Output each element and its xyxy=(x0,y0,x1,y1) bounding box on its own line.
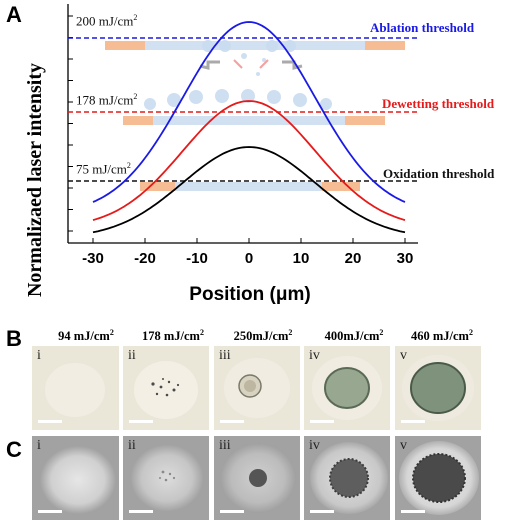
column-label-94: 94 mJ/cm2 xyxy=(58,328,114,344)
sem-image-i: i xyxy=(32,436,119,520)
curve-oxidation xyxy=(92,146,406,234)
schematic-droplet xyxy=(144,98,156,110)
sem-image-iv: iv xyxy=(304,436,390,520)
schematic-droplet xyxy=(267,90,281,104)
fluence-label-dewetting: 178 mJ/cm2 xyxy=(76,92,138,108)
schematic-band-0-1 xyxy=(145,41,365,50)
schematic-droplet xyxy=(189,90,203,104)
scale-bar xyxy=(38,420,62,423)
schematic-band-0-2 xyxy=(365,41,405,50)
fluence-label-oxidation: 75 mJ/cm2 xyxy=(76,161,131,177)
spot-image xyxy=(40,446,116,514)
spot-image xyxy=(45,363,105,417)
optical-image-ii: ii xyxy=(123,346,209,430)
curve-ablation xyxy=(92,21,406,203)
sem-image-ii: ii xyxy=(123,436,209,520)
schematic-droplet xyxy=(219,40,231,52)
fluence-label-ablation: 200 mJ/cm2 xyxy=(76,13,138,29)
column-label-460: 460 mJ/cm2 xyxy=(411,328,473,344)
scale-bar xyxy=(220,420,244,423)
x-tick-label: 10 xyxy=(292,250,310,267)
schematic-band-2-0 xyxy=(140,182,175,191)
image-index: ii xyxy=(128,438,136,453)
x-tick-label: 0 xyxy=(244,250,254,267)
spot-image xyxy=(312,356,382,420)
dewetting-threshold-label: Dewetting threshold xyxy=(382,96,495,111)
panel-letter-a: A xyxy=(6,2,22,27)
sem-image-v: v xyxy=(395,436,481,520)
schematic-droplet xyxy=(256,72,260,76)
image-index: iv xyxy=(309,348,320,363)
optical-image-v: v xyxy=(395,346,481,430)
schematic-droplet xyxy=(202,40,214,52)
column-label-178: 178 mJ/cm2 xyxy=(142,328,204,344)
column-label-400: 400mJ/cm2 xyxy=(324,328,384,344)
schematic-droplet xyxy=(241,89,255,103)
laser-intensity-chart xyxy=(67,4,418,244)
ablation-threshold-label: Ablation threshold xyxy=(370,20,475,35)
schematic-band-1-0 xyxy=(123,116,153,125)
schematic-arrow-red xyxy=(233,59,243,69)
x-tick-label: -20 xyxy=(134,250,156,267)
x-tick-label: -10 xyxy=(186,250,208,267)
scale-bar xyxy=(310,420,334,423)
schematic-droplet xyxy=(320,98,332,110)
optical-image-iv: iv xyxy=(304,346,390,430)
schematic-arrow-right xyxy=(282,60,303,70)
x-tick-label: 20 xyxy=(344,250,362,267)
scale-bar xyxy=(129,420,153,423)
schematic-arrow-red xyxy=(259,59,269,69)
schematic-arrow-left xyxy=(199,60,220,70)
image-index: v xyxy=(400,438,407,453)
spot-image xyxy=(220,443,296,513)
schematic-droplet xyxy=(241,53,247,59)
oxidation-threshold-label: Oxidation threshold xyxy=(383,166,495,181)
image-index: iv xyxy=(309,438,320,453)
schematic-band-0-0 xyxy=(105,41,145,50)
x-axis-label: Position (μm) xyxy=(189,284,311,305)
optical-image-i: i xyxy=(32,346,119,430)
schematic-band-1-2 xyxy=(345,116,385,125)
image-index: iii xyxy=(219,348,231,363)
scale-bar xyxy=(38,510,62,513)
x-tick-label: 30 xyxy=(396,250,414,267)
curve-dewetting xyxy=(92,100,406,221)
schematic-droplet xyxy=(293,93,307,107)
schematic-band-2-1 xyxy=(175,182,322,191)
schematic-droplet xyxy=(167,93,181,107)
image-index: v xyxy=(400,348,407,363)
spot-image xyxy=(399,441,479,515)
spot-image xyxy=(402,355,474,421)
image-index: i xyxy=(37,348,41,363)
spot-image xyxy=(310,442,388,514)
schematic-band-2-2 xyxy=(322,182,360,191)
scale-bar xyxy=(129,510,153,513)
spot-image xyxy=(134,361,198,419)
schematic-droplet xyxy=(215,89,229,103)
spot-image xyxy=(131,445,203,511)
schematic-droplet xyxy=(262,58,266,62)
panel-letter-b: B xyxy=(6,326,22,351)
scale-bar xyxy=(310,510,334,513)
sem-image-iii: iii xyxy=(214,436,300,520)
schematic-band-1-1 xyxy=(153,116,345,125)
schematic-droplet xyxy=(266,40,278,52)
x-tick-label: -30 xyxy=(82,250,104,267)
image-index: i xyxy=(37,438,41,453)
schematic-droplet xyxy=(284,40,296,52)
scale-bar xyxy=(220,510,244,513)
scale-bar xyxy=(401,510,425,513)
column-label-250: 250mJ/cm2 xyxy=(233,328,293,344)
image-index: ii xyxy=(128,348,136,363)
image-index: iii xyxy=(219,438,231,453)
optical-image-iii: iii xyxy=(214,346,300,430)
spot-image xyxy=(224,358,290,418)
scale-bar xyxy=(401,420,425,423)
panel-letter-c: C xyxy=(6,437,22,462)
